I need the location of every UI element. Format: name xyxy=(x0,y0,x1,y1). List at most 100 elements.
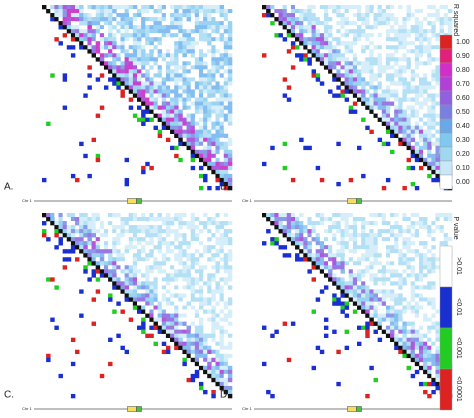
ld-cell xyxy=(165,217,171,222)
legend-label: 0.10 xyxy=(456,165,470,172)
ld-cell xyxy=(207,285,212,290)
ld-cell xyxy=(223,85,229,90)
ld-cell xyxy=(369,233,374,238)
ld-cell xyxy=(385,81,391,86)
ld-cell xyxy=(112,73,117,78)
ld-cell xyxy=(157,261,163,266)
ld-cell xyxy=(137,85,142,90)
ld-cell xyxy=(223,357,229,363)
ld-cell xyxy=(328,17,333,22)
ld-cell xyxy=(62,233,68,238)
ld-cell xyxy=(58,217,63,222)
ld-cell xyxy=(369,289,374,294)
ld-cell xyxy=(447,21,453,26)
ld-cell xyxy=(427,153,432,159)
ld-cell xyxy=(215,49,220,54)
ld-cell xyxy=(116,237,121,242)
ld-cell xyxy=(414,357,420,363)
ld-cell xyxy=(385,49,391,54)
ld-cell xyxy=(215,265,220,270)
ld-cell xyxy=(365,273,370,278)
ld-cell xyxy=(207,165,212,171)
ld-cell xyxy=(439,241,445,246)
ld-cell xyxy=(402,73,407,78)
ld-cell xyxy=(182,93,187,98)
ld-cell xyxy=(311,237,316,242)
ld-cell xyxy=(219,21,225,26)
ld-cell xyxy=(443,229,449,234)
ld-cell xyxy=(315,33,321,38)
ld-cell xyxy=(153,57,158,62)
ld-cell xyxy=(332,9,337,14)
legend-swatch xyxy=(439,368,453,411)
ld-cell xyxy=(161,297,167,302)
ld-cell xyxy=(344,281,350,286)
ld-cell xyxy=(112,9,117,14)
ld-cell xyxy=(357,281,362,286)
ld-cell xyxy=(390,9,395,14)
ld-cell xyxy=(340,37,345,42)
ld-cell xyxy=(194,357,200,363)
ld-cell xyxy=(207,13,212,18)
ld-cell xyxy=(70,25,76,30)
ld-cell xyxy=(165,309,171,314)
ld-cell xyxy=(369,257,374,262)
ld-cell xyxy=(211,57,216,62)
ld-cell xyxy=(266,389,271,395)
ld-cell xyxy=(435,365,440,371)
ld-cell xyxy=(357,25,362,30)
ld-cell xyxy=(348,221,354,226)
ld-cell xyxy=(223,161,229,167)
ld-cell xyxy=(377,113,383,118)
ld-cell xyxy=(348,77,354,82)
ld-cell xyxy=(203,121,208,126)
ld-cell xyxy=(178,321,183,326)
ld-cell xyxy=(170,121,175,126)
ld-cell xyxy=(332,229,337,234)
ld-cell xyxy=(223,381,229,387)
ld-cell xyxy=(427,321,432,326)
ld-cell xyxy=(219,325,225,330)
ld-cell xyxy=(323,233,329,238)
ld-cell xyxy=(186,49,191,54)
ld-cell xyxy=(207,329,212,334)
ld-cell xyxy=(435,17,440,22)
ld-cell xyxy=(211,373,216,379)
ld-cell xyxy=(447,233,453,238)
ld-cell xyxy=(211,129,216,134)
ld-cell xyxy=(443,213,449,218)
ld-cell xyxy=(402,265,407,270)
ld-cell xyxy=(145,217,150,222)
ld-cell xyxy=(174,237,179,242)
ld-cell xyxy=(361,81,366,86)
ld-cell xyxy=(398,17,403,22)
ld-cell xyxy=(227,221,233,226)
ld-cell xyxy=(137,309,142,314)
ld-cell xyxy=(198,213,204,218)
ld-cell xyxy=(194,53,200,58)
ld-cell xyxy=(323,229,329,234)
ld-cell xyxy=(223,77,229,82)
ld-cell xyxy=(315,37,321,42)
ld-cell xyxy=(194,321,200,326)
ld-cell xyxy=(42,213,47,218)
ld-cell xyxy=(153,93,158,98)
ld-cell xyxy=(203,337,208,342)
ld-cell xyxy=(303,53,308,58)
legend-label: 0.50 xyxy=(456,109,470,116)
ld-cell xyxy=(153,285,158,290)
ld-cell xyxy=(219,117,225,122)
ld-cell xyxy=(54,225,59,230)
ld-cell xyxy=(190,61,196,66)
ld-cell xyxy=(219,233,225,238)
ld-cell xyxy=(91,221,96,226)
ld-cell xyxy=(42,221,47,226)
ld-cell xyxy=(402,141,407,147)
ld-cell xyxy=(340,73,345,78)
ld-cell xyxy=(99,213,105,218)
ld-cell xyxy=(170,305,175,310)
ld-cell xyxy=(194,225,200,230)
ld-cell xyxy=(435,257,440,262)
ld-cell xyxy=(315,45,321,50)
ld-cell xyxy=(194,345,200,351)
